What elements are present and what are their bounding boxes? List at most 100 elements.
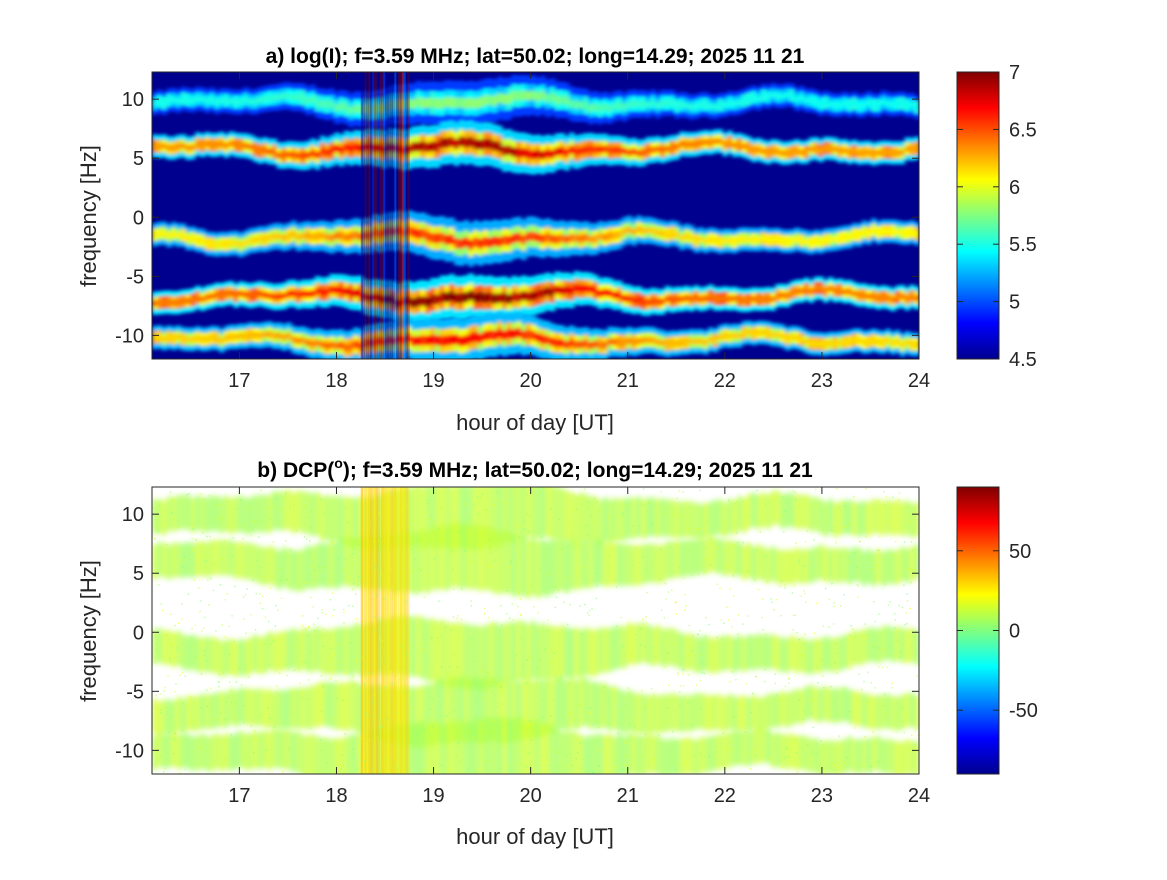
band-2-core: [597, 232, 604, 241]
band-2-seg: [458, 623, 465, 688]
panel-b-heatmap: [152, 487, 919, 774]
speckle-dot: [831, 529, 833, 532]
speckle-dot: [835, 487, 838, 490]
band-2-core: [334, 231, 340, 240]
speckle-dot: [394, 552, 397, 554]
speckle-dot: [329, 599, 332, 601]
speckle-dot: [498, 662, 501, 665]
stripe-column: [407, 72, 410, 359]
speckle-dot: [617, 732, 619, 734]
speckle-dot: [511, 603, 513, 605]
band-2-seg: [712, 637, 719, 674]
speckle-dot: [533, 605, 535, 608]
band-4-seg: [334, 738, 340, 774]
band-4-core: [501, 330, 508, 341]
band-0-seg: [415, 487, 422, 546]
speckle-dot: [234, 585, 236, 588]
band-2-core: [779, 238, 786, 244]
band-0-seg: [746, 494, 752, 529]
speckle-dot: [898, 499, 900, 502]
band-3-core: [281, 293, 287, 300]
band-0-core: [262, 96, 268, 103]
speckle-dot: [878, 666, 880, 668]
band-0-core: [794, 96, 800, 103]
speckle-dot: [169, 658, 171, 660]
band-2-seg: [430, 618, 436, 682]
band-4-core: [152, 334, 158, 341]
band-2-core: [573, 234, 580, 243]
band-3-seg: [276, 689, 283, 729]
band-4-core: [444, 335, 450, 346]
band-3-core: [593, 287, 599, 295]
band-2-core: [511, 233, 517, 244]
band-0-core: [765, 94, 771, 100]
band-4-seg: [497, 717, 503, 774]
band-1-core: [233, 142, 239, 148]
band-1-seg: [281, 547, 287, 587]
band-0-seg: [655, 499, 661, 538]
speckle-dot: [161, 609, 164, 612]
speckle-dot: [798, 698, 801, 701]
band-3-core: [597, 289, 604, 298]
band-3-seg: [674, 694, 680, 732]
band-4-seg: [875, 736, 882, 771]
speckle-dot: [386, 718, 388, 720]
speckle-dot: [843, 594, 845, 596]
speckle-dot: [382, 575, 384, 577]
band-2-seg: [377, 618, 383, 674]
speckle-dot: [528, 514, 531, 517]
speckle-dot: [663, 617, 665, 619]
band-0-seg: [430, 487, 436, 548]
speckle-dot: [240, 499, 242, 501]
band-0-seg: [152, 499, 158, 534]
band-1-core: [535, 149, 541, 159]
speckle-dot: [575, 508, 578, 510]
band-4-seg: [219, 735, 225, 771]
stripe-column: [394, 487, 397, 774]
speckle-dot: [737, 614, 740, 616]
band-0-seg: [808, 496, 815, 532]
band-0-core: [310, 95, 316, 103]
band-1-core: [717, 138, 724, 144]
band-0-seg: [492, 487, 498, 547]
speckle-dot: [708, 755, 710, 758]
speckle-dot: [373, 541, 375, 543]
speckle-dot: [896, 640, 899, 642]
speckle-dot: [810, 712, 813, 714]
band-4-core: [688, 338, 695, 345]
speckle-dot: [484, 515, 486, 518]
band-0-seg: [851, 501, 858, 536]
speckle-dot: [672, 643, 674, 645]
speckle-dot: [766, 581, 769, 583]
band-0-seg: [156, 499, 163, 534]
speckle-dot: [178, 654, 181, 657]
speckle-dot: [849, 582, 851, 584]
band-3-core: [468, 290, 474, 301]
band-0-core: [540, 90, 546, 100]
band-3-core: [439, 292, 446, 303]
band-0-core: [818, 101, 824, 107]
speckle-dot: [312, 606, 314, 608]
speckle-dot: [887, 604, 890, 606]
speckle-dot: [787, 756, 790, 758]
band-1-core: [756, 146, 762, 153]
band-0-core: [554, 95, 561, 105]
speckle-dot: [765, 663, 767, 666]
band-4-seg: [492, 718, 498, 774]
band-4-seg: [674, 739, 680, 774]
band-4-seg: [799, 735, 805, 770]
band-1-core: [396, 144, 402, 154]
speckle-dot: [716, 636, 718, 639]
speckle-dot: [660, 609, 663, 612]
band-4-seg: [511, 718, 517, 774]
speckle-dot: [414, 559, 416, 561]
speckle-dot: [171, 643, 173, 645]
speckle-dot: [188, 493, 190, 495]
speckle-dot: [815, 521, 817, 524]
speckle-dot: [434, 621, 437, 623]
band-0-seg: [477, 487, 484, 550]
band-0-core: [837, 102, 843, 108]
band-0-seg: [305, 492, 311, 535]
speckle-dot: [458, 760, 461, 763]
band-0-seg: [180, 494, 187, 530]
